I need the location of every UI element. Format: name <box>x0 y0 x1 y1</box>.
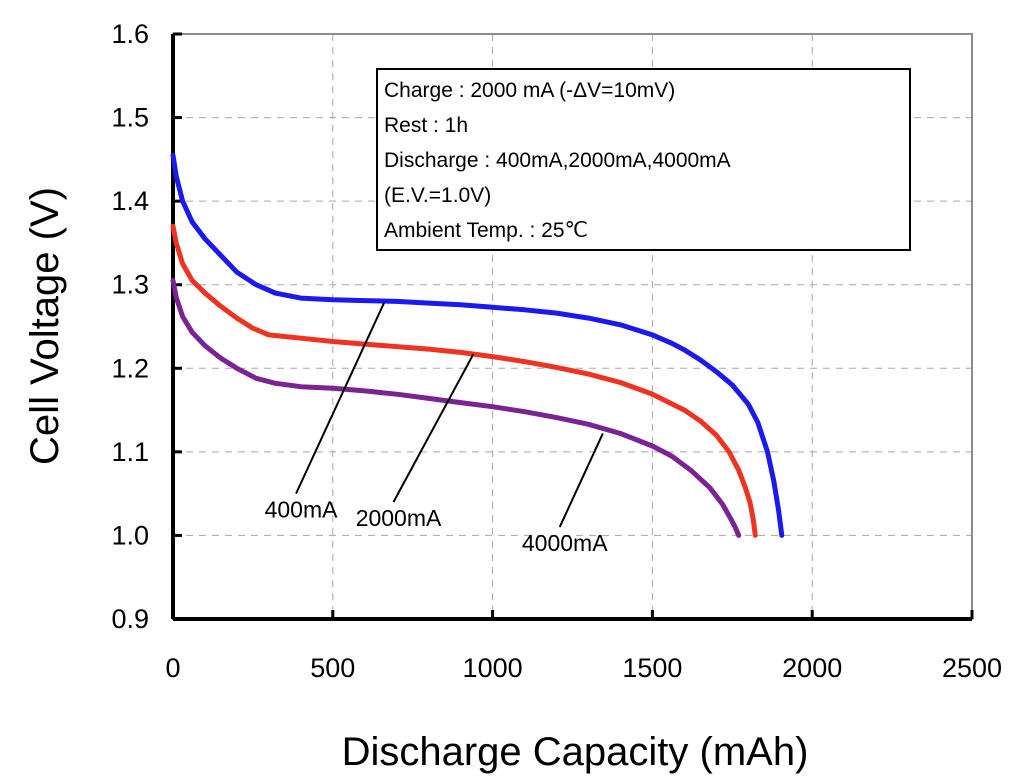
info-line-charge: Charge : 2000 mA (-ΔV=10mV) <box>384 79 675 102</box>
x-tick-label: 500 <box>310 653 355 683</box>
info-line-ambient-temp: Ambient Temp. : 25℃ <box>384 219 588 242</box>
y-tick-label: 1.2 <box>111 353 149 383</box>
series-line-2000mA <box>170 223 758 538</box>
leader-line-2000mA <box>392 353 475 503</box>
x-tick-label: 1500 <box>622 653 682 683</box>
x-axis-title: Discharge Capacity (mAh) <box>342 730 809 774</box>
test-conditions-box: Charge : 2000 mA (-ΔV=10mV) Rest : 1h Di… <box>376 68 911 251</box>
series-line-4000mA <box>170 278 742 538</box>
series-lines <box>170 152 785 538</box>
series-label-2000mA: 2000mA <box>356 505 442 531</box>
y-tick-label: 0.9 <box>111 604 149 634</box>
series-line-400mA <box>170 152 785 538</box>
series-annotations: 400mA 2000mA 4000mA <box>265 302 608 556</box>
y-axis-title: Cell Voltage (V) <box>23 187 67 465</box>
info-line-end-voltage: (E.V.=1.0V) <box>384 184 491 207</box>
axes: 0.9 1.0 1.1 1.2 1.3 1.4 1.5 1.6 0 500 1000 1500 2000… <box>111 19 1002 683</box>
series-label-400mA: 400mA <box>265 497 339 523</box>
info-line-rest: Rest : 1h <box>384 114 468 137</box>
x-tick-label: 2500 <box>942 653 1002 683</box>
x-tick-label: 1000 <box>463 653 523 683</box>
y-tick-label: 1.4 <box>111 186 149 216</box>
x-tick-label: 0 <box>165 653 180 683</box>
x-tick-label: 2000 <box>782 653 842 683</box>
series-label-4000mA: 4000mA <box>522 530 608 556</box>
leader-line-4000mA <box>558 433 604 528</box>
y-tick-label: 1.6 <box>111 19 149 49</box>
y-tick-label: 1.5 <box>111 103 149 133</box>
info-line-discharge: Discharge : 400mA,2000mA,4000mA <box>384 149 731 172</box>
info-box-frame <box>376 68 911 251</box>
leader-line-400mA <box>295 302 385 495</box>
y-tick-label: 1.1 <box>111 437 149 467</box>
y-tick-label: 1.0 <box>111 520 149 550</box>
y-tick-label: 1.3 <box>111 270 149 300</box>
